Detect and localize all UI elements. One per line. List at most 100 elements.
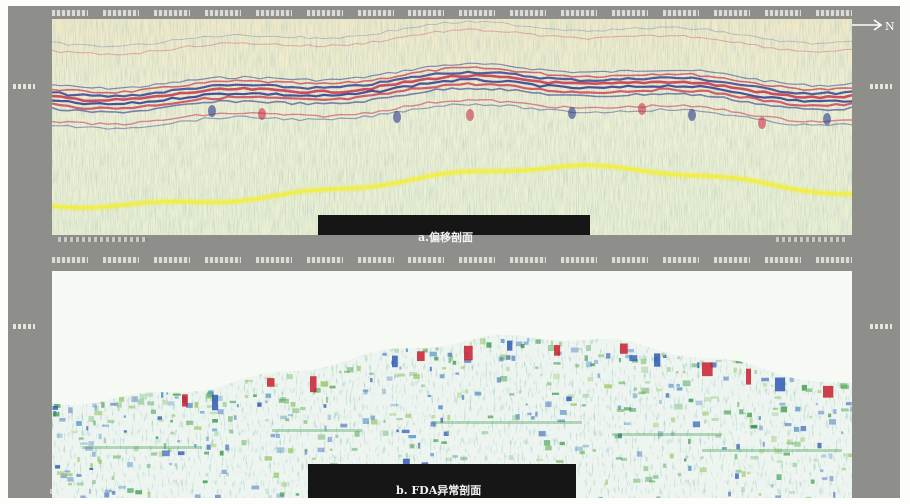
fda-speckle xyxy=(811,480,815,484)
fda-speckle xyxy=(461,366,465,369)
fda-speckle xyxy=(519,390,522,393)
fda-speckle xyxy=(653,475,659,479)
fda-speckle xyxy=(598,354,604,357)
fda-speckle xyxy=(814,458,818,461)
fda-speckle xyxy=(539,431,546,436)
seismic-pocket xyxy=(393,111,401,123)
fda-speckle xyxy=(370,378,373,382)
fda-speckle xyxy=(245,395,248,398)
north-label: N xyxy=(885,20,895,33)
trace-header-tick xyxy=(612,10,648,16)
fda-speckle xyxy=(637,451,642,456)
fda-speckle xyxy=(251,486,259,490)
trace-header-row-a xyxy=(52,7,852,19)
fda-speckle xyxy=(693,421,700,427)
fda-speckle xyxy=(223,402,227,407)
fda-speckle xyxy=(435,348,439,351)
fda-speckle xyxy=(475,392,482,396)
fda-speckle xyxy=(829,419,836,425)
fda-speckle xyxy=(736,470,742,473)
fda-speckle xyxy=(560,442,565,445)
fda-speckle xyxy=(795,407,800,412)
fda-speckle xyxy=(369,373,374,375)
fda-speckle xyxy=(318,448,325,452)
fda-speckle xyxy=(433,439,438,442)
time-label-left-b xyxy=(13,324,35,329)
fda-speckle xyxy=(678,473,682,477)
fda-speckle xyxy=(737,402,739,407)
trace-header-tick xyxy=(612,257,648,263)
fda-speckle xyxy=(387,376,393,380)
fda-speckle xyxy=(135,490,142,494)
fda-speckle xyxy=(408,435,416,438)
trace-header-tick xyxy=(765,257,801,263)
fda-speckle xyxy=(434,357,438,361)
fda-speckle xyxy=(683,371,686,374)
fda-speckle xyxy=(571,348,579,353)
fda-speckle xyxy=(750,418,753,424)
fda-speckle xyxy=(524,342,529,345)
fda-anomaly-mark xyxy=(746,369,751,385)
fda-speckle xyxy=(265,456,273,460)
fda-speckle xyxy=(340,424,347,428)
fda-speckle xyxy=(421,384,425,387)
fda-speckle xyxy=(784,453,791,456)
fda-speckle xyxy=(809,416,812,419)
seismic-pocket xyxy=(208,105,216,117)
fda-speckle xyxy=(712,418,719,421)
fda-speckle xyxy=(598,374,601,379)
fda-speckle xyxy=(355,431,360,437)
fda-speckle xyxy=(428,395,432,397)
fda-speckle xyxy=(124,415,126,418)
trace-header-tick xyxy=(510,10,546,16)
fda-speckle xyxy=(806,497,811,498)
fda-speckle xyxy=(634,366,637,370)
fda-speckle xyxy=(634,388,637,391)
fda-speckle xyxy=(728,492,731,497)
fda-speckle xyxy=(787,439,791,443)
fda-speckle xyxy=(759,493,762,495)
fda-speckle xyxy=(382,353,386,356)
fda-speckle xyxy=(77,457,80,462)
fda-speckle xyxy=(742,487,745,492)
fda-speckle xyxy=(330,386,336,389)
fda-speckle xyxy=(195,402,199,408)
fda-anomaly-mark xyxy=(702,362,713,376)
fda-speckle xyxy=(641,367,648,373)
fda-speckle xyxy=(241,440,246,445)
fda-speckle xyxy=(688,466,691,471)
fda-speckle xyxy=(92,403,97,407)
fda-speckle xyxy=(790,377,794,382)
trace-header-tick xyxy=(408,10,444,16)
fda-speckle xyxy=(497,377,501,382)
fda-speckle xyxy=(586,361,592,367)
fda-speckle xyxy=(629,355,637,361)
trace-header-tick xyxy=(663,257,699,263)
fda-speckle xyxy=(127,488,133,493)
fda-speckle xyxy=(347,367,354,372)
fda-speckle xyxy=(86,426,88,430)
fda-speckle xyxy=(339,371,341,374)
trace-header-tick xyxy=(408,257,444,263)
fda-speckle xyxy=(535,412,538,417)
fda-speckle xyxy=(774,396,781,398)
trace-header-tick xyxy=(103,10,139,16)
fda-speckle xyxy=(641,388,649,394)
fda-speckle xyxy=(851,419,852,423)
seismic-pocket xyxy=(258,108,266,120)
fda-speckle xyxy=(163,400,167,405)
fda-speckle xyxy=(662,353,665,357)
fda-speckle xyxy=(418,443,420,449)
north-arrow: N xyxy=(852,16,902,36)
fda-speckle xyxy=(212,429,217,432)
fda-speckle xyxy=(92,480,96,484)
trace-header-tick xyxy=(765,10,801,16)
fda-speckle xyxy=(583,394,590,398)
fda-speckle xyxy=(253,394,257,397)
fda-speckle xyxy=(274,473,279,478)
fda-speckle xyxy=(187,421,193,424)
fda-speckle xyxy=(750,425,757,429)
fda-speckle xyxy=(371,419,378,424)
fda-streak xyxy=(432,421,582,424)
